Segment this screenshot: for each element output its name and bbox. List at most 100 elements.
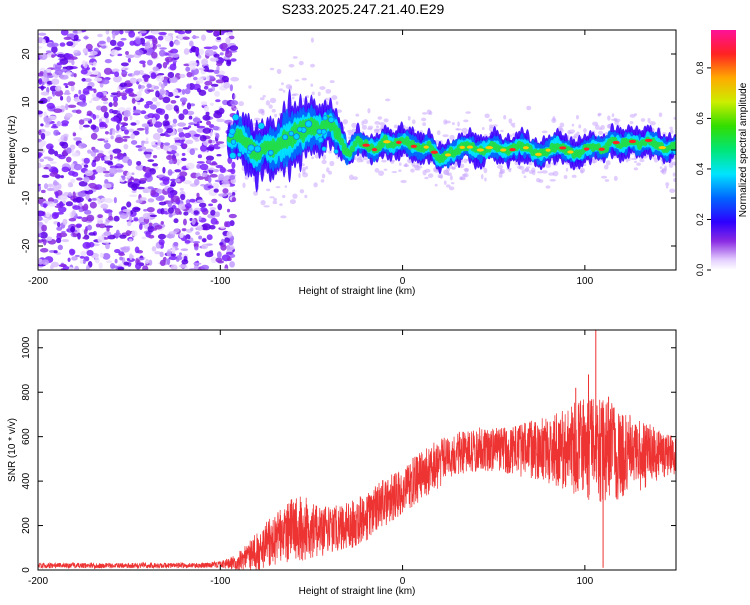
noise-blob [114,130,120,134]
halo-blob [594,124,600,130]
noise-blob [80,250,87,257]
noise-blob [230,168,236,175]
trace-hotspot [628,139,637,144]
noise-blob [69,183,74,187]
noise-blob [178,131,185,138]
noise-blob [203,105,209,112]
noise-blob [203,65,210,72]
noise-blob [192,262,202,266]
noise-blob [119,30,124,35]
noise-blob [124,129,129,135]
noise-blob [131,230,138,237]
noise-blob [93,185,99,190]
noise-blob [82,124,91,128]
colorbar-tick-label-4: 0.8 [695,62,705,75]
noise-blob [38,213,45,217]
noise-blob [154,224,163,230]
halo-blob [442,134,449,138]
noise-blob [46,102,55,110]
noise-blob [46,236,53,242]
halo-blob [497,164,504,169]
halo-blob [526,105,532,111]
noise-blob [80,69,88,75]
noise-blob [180,248,189,251]
noise-blob [226,208,231,213]
noise-blob [69,227,75,233]
noise-blob [40,91,50,96]
trace-cyan-dot [257,122,265,130]
halo-blob [282,194,286,199]
spectrogram-y-label: Frequency (Hz) [7,116,18,185]
colorbar-gradient [711,30,736,270]
noise-blob [132,109,142,114]
noise-blob [147,50,151,53]
snr-x-tick-label-3: 100 [577,576,594,587]
noise-blob [113,215,120,222]
noise-blob [51,54,55,58]
noise-blob [78,89,82,95]
noise-blob [193,210,199,215]
noise-blob [159,47,167,50]
halo-blob [603,164,609,170]
noise-blob [197,55,202,59]
noise-blob [124,30,129,34]
halo-blob [311,156,314,160]
halo-blob [421,117,427,122]
noise-blob [110,49,119,56]
noise-blob [75,196,84,203]
noise-blob [202,139,209,146]
noise-blob [215,74,225,77]
halo-blob [484,177,487,182]
noise-blob [159,251,164,258]
noise-blob [96,91,104,99]
halo-blob [309,63,315,68]
noise-blob [123,143,129,150]
noise-blob [226,245,231,250]
noise-blob [196,225,203,231]
noise-blob [127,128,135,133]
noise-blob [169,184,175,187]
noise-blob [39,53,48,61]
noise-blob [58,232,68,238]
noise-blob [83,78,92,83]
halo-blob [658,112,663,118]
halo-blob [376,125,380,129]
noise-blob [55,191,59,199]
noise-blob [188,122,196,126]
noise-blob [158,195,165,201]
halo-blob [400,179,407,184]
noise-blob [209,162,218,166]
noise-blob [131,190,137,194]
noise-blob [168,214,173,218]
halo-blob [437,174,441,178]
noise-blob [141,80,150,85]
halo-blob [575,114,579,120]
trace-hotspot [500,148,507,152]
noise-blob [88,62,94,65]
halo-blob [302,172,309,178]
noise-blob [193,133,201,137]
noise-blob [193,178,200,186]
noise-blob [186,102,192,110]
halo-blob [263,205,270,208]
noise-blob [125,230,132,236]
noise-blob [120,122,127,125]
noise-blob [61,239,70,243]
halo-blob [571,174,577,178]
halo-blob [434,183,438,187]
trace-hotspot [509,148,516,152]
noise-blob [136,160,142,166]
noise-blob [213,188,219,193]
noise-blob [104,58,112,64]
noise-blob [62,265,70,270]
noise-blob [148,124,154,127]
noise-blob [156,127,164,134]
halo-blob [242,182,246,189]
noise-blob [210,256,218,264]
noise-blob [42,218,50,222]
noise-blob [89,100,93,104]
noise-blob [217,203,223,211]
noise-blob [107,234,116,240]
noise-blob [157,108,166,115]
noise-blob [125,51,129,56]
